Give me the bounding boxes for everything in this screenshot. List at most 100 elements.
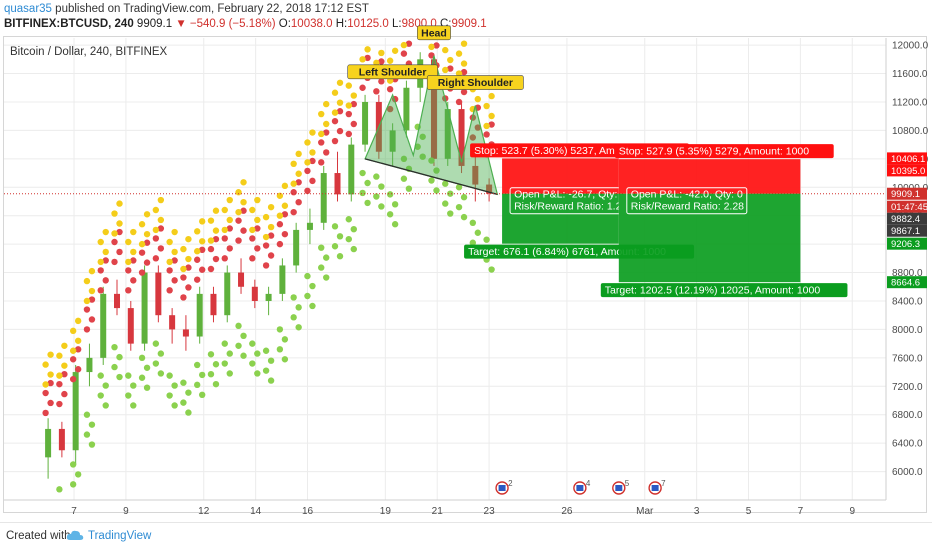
indicator-dot: [455, 203, 463, 211]
candle-body: [182, 329, 189, 337]
indicator-dot: [254, 216, 261, 224]
x-tick-label: 12: [198, 506, 210, 517]
indicator-dot: [143, 211, 151, 218]
indicator-dot: [281, 336, 289, 343]
price-badge: [887, 152, 927, 165]
event-count: 2: [508, 479, 513, 488]
price-chart[interactable]: 6000.0 6400.0 6800.0 7200.0 7600.0 8000.0 8400…: [0, 0, 932, 522]
indicator-dot: [111, 258, 118, 266]
indicator-dot: [428, 43, 435, 51]
indicator-dot: [262, 262, 270, 269]
price-badge: [887, 187, 927, 200]
indicator-dot: [336, 108, 344, 115]
indicator-dot: [345, 110, 352, 118]
tradingview-cloud-icon: [66, 530, 84, 540]
y-tick-label: 12000.0: [892, 41, 929, 52]
candle-body: [472, 165, 479, 185]
indicator-dot: [193, 228, 201, 235]
indicator-dot: [350, 92, 357, 99]
x-tick-label: 9: [849, 506, 855, 517]
indicator-dot: [138, 240, 146, 248]
indicator-dot: [331, 223, 339, 230]
candle-body: [196, 293, 203, 337]
indicator-dot: [460, 68, 468, 76]
indicator-dot: [157, 370, 165, 377]
indicator-dot: [83, 277, 91, 285]
indicator-dot: [74, 471, 82, 478]
indicator-dot: [130, 248, 137, 256]
flag-icon: [651, 485, 659, 491]
indicator-dot: [460, 88, 468, 96]
indicator-dot: [56, 486, 63, 493]
published-text: published on TradingView.com, February 2…: [55, 3, 369, 15]
indicator-dot: [235, 208, 242, 216]
indicator-dot: [83, 431, 91, 438]
indicator-dot: [386, 57, 394, 64]
indicator-dot: [166, 267, 173, 274]
indicator-dot: [350, 245, 357, 253]
indicator-dot: [295, 150, 302, 158]
indicator-dot: [267, 252, 275, 259]
indicator-dot: [212, 227, 220, 234]
candle-body: [141, 272, 148, 344]
indicator-dot: [185, 264, 192, 271]
flag-icon: [498, 485, 506, 491]
indicator-dot: [442, 46, 449, 54]
indicator-dot: [47, 399, 54, 407]
indicator-dot: [42, 381, 49, 388]
y-tick-label: 10800.0: [892, 126, 929, 137]
indicator-dot: [180, 399, 187, 406]
target-label-box: [600, 283, 848, 298]
indicator-dot: [483, 102, 490, 110]
indicator-dot: [180, 294, 187, 301]
indicator-dot: [276, 346, 284, 353]
indicator-dot: [331, 243, 339, 250]
event-count: 4: [586, 479, 591, 488]
indicator-dot: [262, 233, 270, 241]
indicator-dot: [373, 59, 380, 67]
indicator-dot: [97, 372, 104, 379]
indicator-dot: [152, 226, 160, 234]
pattern-label: Right Shoulder: [438, 77, 513, 89]
ohlc-line: BITFINEX:BTCUSD, 240 9909.1 ▼ −540.9 (−5…: [4, 18, 487, 30]
pattern-label-box: [426, 75, 524, 90]
indicator-dot: [56, 352, 63, 359]
candle-body: [169, 315, 176, 330]
indicator-dot: [405, 185, 413, 192]
indicator-dot: [235, 342, 242, 349]
author-link[interactable]: quasar35: [4, 3, 52, 15]
indicator-dot: [304, 167, 311, 175]
indicator-dot: [281, 230, 289, 238]
indicator-dot: [469, 219, 477, 226]
price-badge-label: 9882.4: [891, 214, 920, 225]
indicator-dot: [304, 187, 311, 195]
indicator-dot: [157, 245, 165, 252]
indicator-dot: [378, 183, 385, 190]
tradingview-brand-link[interactable]: TradingView: [88, 530, 152, 542]
indicator-dot: [290, 160, 297, 168]
indicator-dot: [185, 235, 192, 243]
candle-body: [403, 87, 410, 131]
indicator-dot: [254, 225, 261, 232]
x-tick-label: 21: [432, 506, 444, 517]
pattern-label: Left Shoulder: [359, 66, 427, 78]
indicator-dot: [318, 110, 325, 118]
candle-body: [265, 293, 272, 301]
indicator-dot: [74, 366, 82, 373]
indicator-dot: [249, 360, 256, 367]
indicator-dot: [185, 409, 192, 416]
indicator-dot: [125, 372, 132, 379]
price-badge-label: 01:47:45: [891, 202, 928, 213]
indicator-dot: [331, 137, 339, 145]
indicator-dot: [47, 351, 54, 358]
open-label: O:: [278, 18, 291, 30]
y-tick-label: 11600.0: [892, 69, 928, 80]
indicator-dot: [447, 56, 454, 64]
indicator-dot: [455, 184, 463, 191]
candle-body: [127, 308, 134, 344]
price-change: ▼ −540.9 (−5.18%): [175, 18, 276, 30]
last-price: 9909.1: [136, 18, 173, 30]
indicator-dot: [373, 193, 380, 200]
x-tick-label: 7: [798, 506, 804, 517]
price-badge-label: 9206.3: [891, 239, 920, 250]
